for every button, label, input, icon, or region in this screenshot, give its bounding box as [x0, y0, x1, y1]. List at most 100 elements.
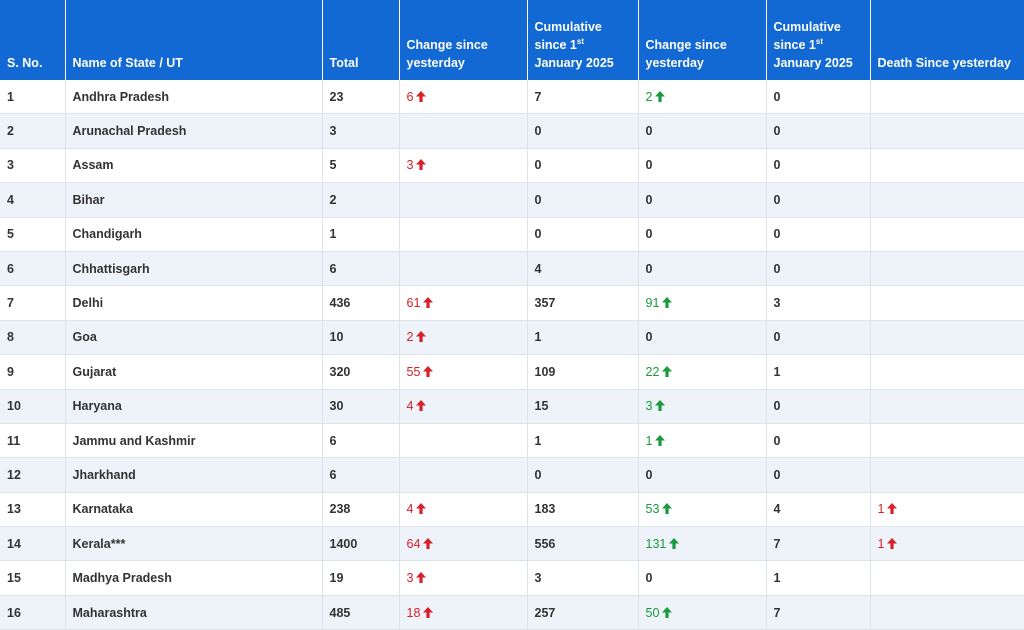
cell-sno: 2	[0, 113, 66, 149]
cell-cumulative-value: 257	[534, 605, 556, 620]
cell-cumulative-value: 15	[534, 399, 549, 414]
cell-change-since-yesterday-value: 61	[406, 296, 421, 311]
arrow-up-icon	[416, 159, 427, 171]
cell-total: 23	[322, 80, 400, 115]
cell-cumulative-value: 556	[534, 536, 556, 551]
cell-total: 5	[322, 148, 400, 184]
table-row: 10 Haryana 30 4 15 3 0	[0, 389, 1024, 424]
cell-sno-value: 15	[7, 571, 21, 586]
arrow-up-icon	[416, 572, 427, 584]
cell-change-since-yesterday-2-value: 0	[645, 124, 653, 139]
table-row: 15 Madhya Pradesh 19 3 3 0 1	[0, 560, 1024, 596]
cell-change-since-yesterday-2-value: 1	[645, 433, 653, 448]
cell-cumulative-2-value: 0	[773, 89, 781, 104]
cell-cumulative-2: 0	[766, 423, 871, 459]
cell-sno-value: 14	[7, 536, 21, 551]
cell-change-since-yesterday: 3	[399, 560, 528, 596]
cell-state-name: Kerala***	[65, 526, 323, 562]
cell-sno: 14	[0, 526, 66, 562]
cell-change-since-yesterday-2: 0	[638, 182, 767, 218]
cell-change-since-yesterday	[399, 457, 528, 493]
cell-change-since-yesterday-2: 0	[638, 251, 767, 287]
cell-sno: 15	[0, 560, 66, 596]
cell-sno: 9	[0, 354, 66, 390]
cell-cumulative-value: 0	[534, 158, 542, 173]
cell-cumulative-value: 7	[534, 89, 542, 104]
cell-cumulative: 0	[527, 457, 639, 493]
cell-cumulative-2-value: 7	[773, 536, 781, 551]
cell-cumulative: 0	[527, 217, 639, 252]
cell-change-since-yesterday-value: 6	[406, 89, 414, 104]
cell-death-since-yesterday	[870, 113, 1024, 149]
cell-cumulative-2-value: 0	[773, 261, 781, 276]
cell-sno: 13	[0, 492, 66, 528]
cell-cumulative: 0	[527, 182, 639, 218]
cell-change-since-yesterday-2-value: 2	[645, 89, 653, 104]
cell-total: 10	[322, 320, 400, 356]
cell-cumulative-2-value: 0	[773, 124, 781, 139]
cell-total-value: 6	[329, 467, 337, 482]
table-row: 8 Goa 10 2 1 0 0	[0, 320, 1024, 356]
cell-sno: 1	[0, 80, 66, 115]
cell-death-since-yesterday: 1	[870, 526, 1024, 562]
cell-change-since-yesterday: 4	[399, 492, 528, 528]
cell-state-name: Jharkhand	[65, 457, 323, 493]
cell-death-since-yesterday	[870, 182, 1024, 218]
cell-sno: 8	[0, 320, 66, 356]
cell-state-name-value: Kerala***	[72, 536, 126, 551]
cell-cumulative-2: 1	[766, 354, 871, 390]
arrow-up-icon	[416, 400, 427, 412]
cell-total-value: 23	[329, 89, 344, 104]
cell-state-name-value: Jammu and Kashmir	[72, 433, 196, 448]
cell-cumulative-2-value: 0	[773, 399, 781, 414]
cell-cumulative-value: 0	[534, 467, 542, 482]
arrow-up-icon	[655, 400, 666, 412]
cell-state-name: Karnataka	[65, 492, 323, 528]
cell-change-since-yesterday-2-value: 0	[645, 330, 653, 345]
cell-death-since-yesterday	[870, 251, 1024, 287]
arrow-up-icon	[416, 331, 427, 343]
table-row: 1 Andhra Pradesh 23 6 7 2 0	[0, 80, 1024, 115]
cell-cumulative-2-value: 0	[773, 467, 781, 482]
cell-sno-value: 6	[7, 261, 14, 276]
header-cumulative-since-jan-2: Cumulative since 1st January 2025	[766, 0, 871, 80]
table-header: S. No. Name of State / UT Total Change s…	[0, 0, 1024, 80]
cell-change-since-yesterday-2-value: 0	[645, 571, 653, 586]
cell-cumulative: 357	[527, 285, 639, 321]
table-row: 4 Bihar 2 0 0 0	[0, 182, 1024, 218]
cell-change-since-yesterday: 3	[399, 148, 528, 184]
cell-cumulative-value: 1	[534, 330, 542, 345]
cell-state-name: Chhattisgarh	[65, 251, 323, 287]
cell-change-since-yesterday-value: 55	[406, 364, 421, 379]
cell-state-name-value: Bihar	[72, 192, 105, 207]
arrow-up-icon	[662, 606, 673, 618]
cell-state-name: Jammu and Kashmir	[65, 423, 323, 459]
cell-cumulative-2-value: 3	[773, 296, 781, 311]
cell-cumulative: 15	[527, 389, 639, 424]
cell-state-name-value: Jharkhand	[72, 467, 136, 482]
cell-change-since-yesterday-2: 0	[638, 113, 767, 149]
cell-change-since-yesterday	[399, 251, 528, 287]
cell-total: 19	[322, 560, 400, 596]
cell-cumulative-2: 0	[766, 113, 871, 149]
cell-state-name-value: Assam	[72, 158, 114, 173]
cell-sno: 7	[0, 285, 66, 321]
cell-total-value: 5	[329, 158, 337, 173]
cell-state-name-value: Chandigarh	[72, 227, 142, 242]
cell-sno-value: 4	[7, 192, 14, 207]
cell-change-since-yesterday-2: 53	[638, 492, 767, 528]
cell-change-since-yesterday-2-value: 0	[645, 158, 653, 173]
cell-state-name: Madhya Pradesh	[65, 560, 323, 596]
cell-cumulative-2: 0	[766, 80, 871, 115]
cell-cumulative: 0	[527, 148, 639, 184]
cell-cumulative-2: 0	[766, 320, 871, 356]
cell-change-since-yesterday-2-value: 0	[645, 192, 653, 207]
cell-cumulative: 4	[527, 251, 639, 287]
cell-death-since-yesterday	[870, 148, 1024, 184]
cell-cumulative-2-value: 0	[773, 158, 781, 173]
cell-sno: 6	[0, 251, 66, 287]
cell-change-since-yesterday-2: 0	[638, 217, 767, 252]
cell-cumulative: 183	[527, 492, 639, 528]
table-row: 5 Chandigarh 1 0 0 0	[0, 217, 1024, 252]
cell-total: 6	[322, 423, 400, 459]
